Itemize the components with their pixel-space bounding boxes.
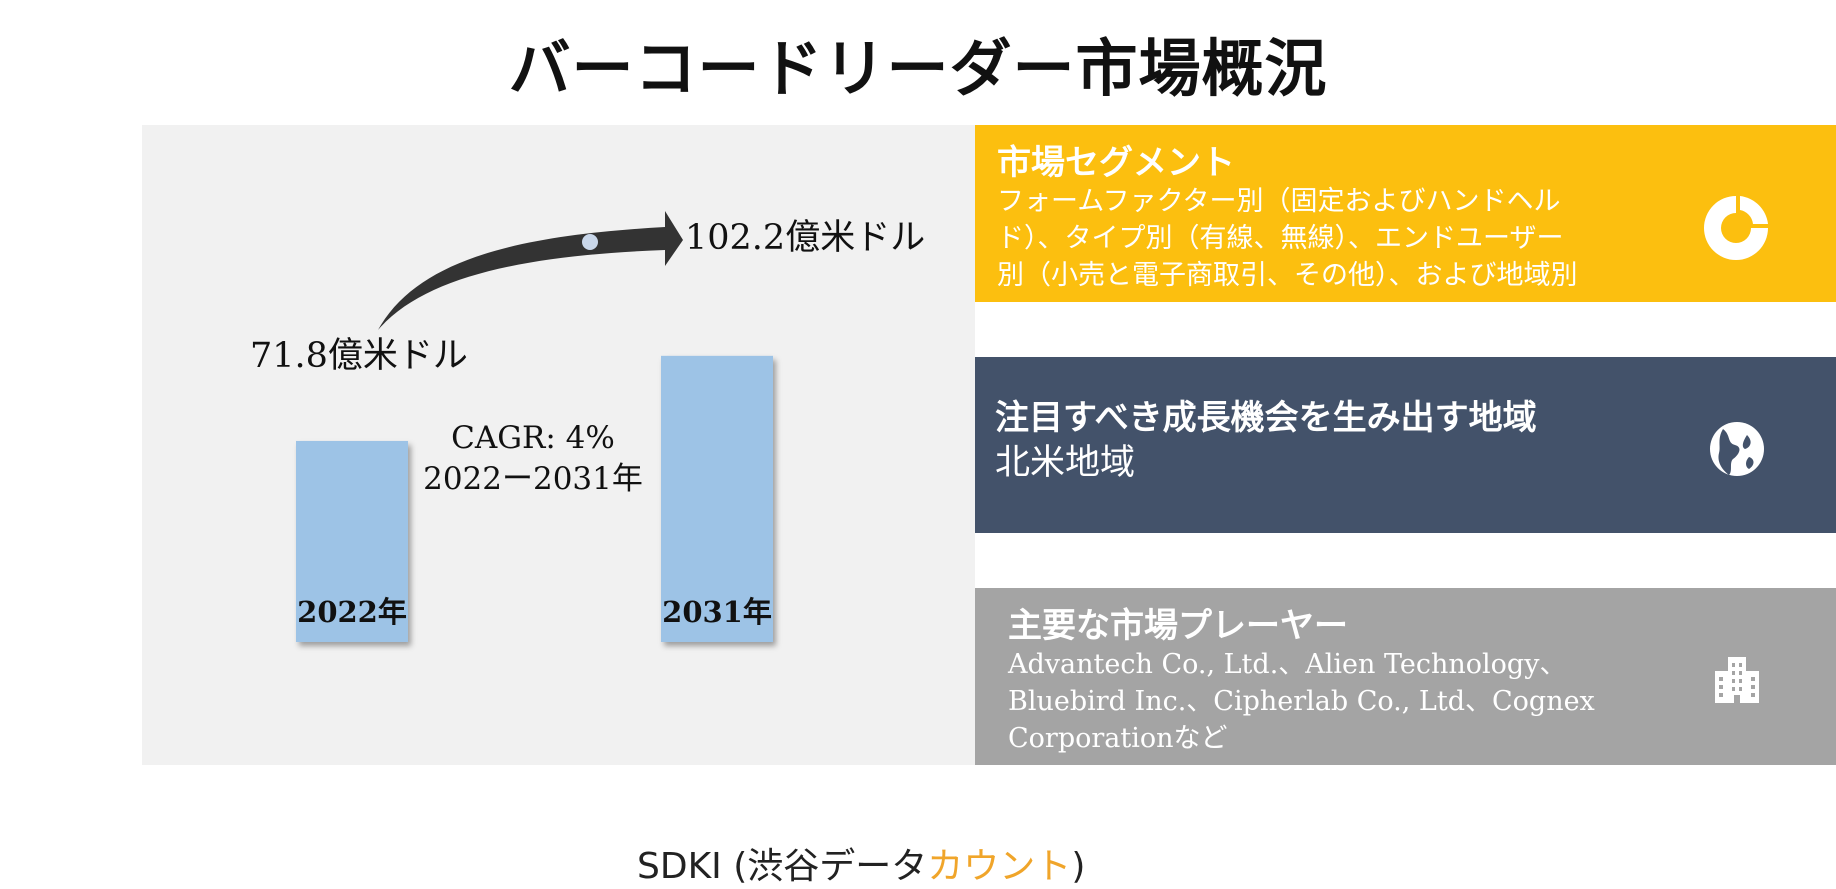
growth-region-card: 注目すべき成長機会を生み出す地域 北米地域: [975, 357, 1836, 533]
cagr-period-label: 2022ー2031年: [423, 461, 643, 497]
growth-region-value: 北米地域: [995, 443, 1136, 483]
bar-2022: [296, 440, 408, 642]
key-players-line: Bluebird Inc.、Cipherlab Co., Ltd、Cognex: [1008, 686, 1595, 717]
category-label: 2022年: [297, 595, 407, 629]
category-label: 2031年: [662, 595, 772, 629]
page-title: バーコードリーダー市場概況: [508, 32, 1328, 105]
source-credit: SDKI (渋谷データカウント): [637, 837, 1085, 889]
bar-2031: [661, 355, 773, 642]
market-size-chart: 2022年 2031年 71.8億米ドル 102.2億米ドル CAGR: 4% 2…: [250, 211, 925, 642]
market-segment-card: 市場セグメント フォームファクター別（固定およびハンドヘル ド）、タイプ別（有線…: [975, 125, 1836, 302]
key-players-heading: 主要な市場プレーヤー: [1008, 606, 1348, 646]
key-players-line: Corporationなど: [1008, 723, 1228, 754]
source-prefix: SDKI (渋谷データ: [637, 846, 928, 887]
value-label-2031: 102.2億米ドル: [685, 218, 925, 258]
market-segment-heading: 市場セグメント: [997, 143, 1235, 183]
market-segment-line: 別（小売と電子商取引、その他）、および地域別: [997, 260, 1578, 291]
market-size-panel: 2022年 2031年 71.8億米ドル 102.2億米ドル CAGR: 4% 2…: [142, 125, 1085, 887]
key-players-card: 主要な市場プレーヤー Advantech Co., Ltd.、Alien Tec…: [975, 588, 1836, 765]
value-label-2022: 71.8億米ドル: [250, 336, 468, 376]
source-suffix: ): [1071, 846, 1086, 887]
market-segment-line: ド）、タイプ別（有線、無線）、エンドユーザー: [997, 223, 1564, 254]
source-accent: カウント: [927, 846, 1072, 887]
donut-chart-icon: [1704, 196, 1768, 260]
arrow-dot-icon: [582, 234, 598, 250]
key-players-line: Advantech Co., Ltd.、Alien Technology、: [1008, 649, 1567, 680]
building-icon: [1715, 657, 1759, 703]
cagr-label: CAGR: 4%: [451, 420, 615, 456]
market-segment-line: フォームファクター別（固定およびハンドヘル: [997, 186, 1561, 217]
globe-icon: [1710, 422, 1764, 476]
growth-arrow: [378, 211, 683, 330]
growth-region-heading: 注目すべき成長機会を生み出す地域: [995, 398, 1537, 438]
